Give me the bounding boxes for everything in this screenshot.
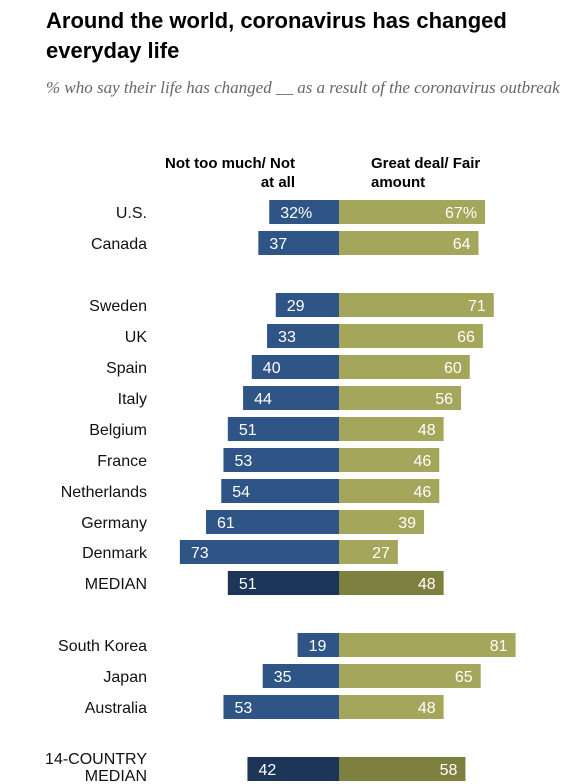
bar-left xyxy=(221,479,339,503)
data-label-right: 46 xyxy=(413,484,431,501)
bar-right xyxy=(339,633,516,657)
data-label-right: 48 xyxy=(418,700,436,717)
bar-left xyxy=(227,417,339,441)
bar-left xyxy=(227,571,339,595)
category-label: Sweden xyxy=(89,298,147,315)
category-label: South Korea xyxy=(58,638,147,655)
category-label: U.S. xyxy=(116,205,147,222)
data-label-left: 40 xyxy=(263,360,281,377)
category-label: UK xyxy=(125,329,148,346)
data-label-left: 54 xyxy=(232,484,250,501)
bar-left xyxy=(243,386,339,410)
bar-right xyxy=(339,231,479,255)
data-label-left: 35 xyxy=(274,669,292,686)
data-label-right: 58 xyxy=(440,762,458,779)
data-label-left: 37 xyxy=(269,236,287,253)
data-label-right: 27 xyxy=(372,545,390,562)
bar-right xyxy=(339,386,462,410)
data-label-left: 51 xyxy=(239,422,257,439)
category-label: MEDIAN xyxy=(85,576,147,593)
category-label: Denmark xyxy=(82,545,148,562)
bar-right xyxy=(339,664,481,688)
data-label-left: 51 xyxy=(239,576,257,593)
bar-right xyxy=(339,200,486,224)
data-label-right: 67% xyxy=(445,205,477,222)
data-label-left: 53 xyxy=(234,700,252,717)
legend-left-label: Not too much/ Not at all xyxy=(165,155,295,191)
bar-right xyxy=(339,293,494,317)
data-label-right: 60 xyxy=(444,360,462,377)
bar-left xyxy=(297,633,339,657)
data-label-right: 48 xyxy=(418,422,436,439)
bar-right xyxy=(339,324,483,348)
category-label: Italy xyxy=(118,391,147,408)
data-label-left: 61 xyxy=(217,515,235,532)
bar-right xyxy=(339,510,425,534)
bar-right xyxy=(339,540,398,564)
legend-right-header: Great deal/ Fair amount xyxy=(371,154,481,192)
category-label: Australia xyxy=(85,700,147,717)
bar-left xyxy=(262,664,339,688)
data-label-right: 56 xyxy=(435,391,453,408)
bar-left xyxy=(206,510,339,534)
category-label: 14-COUNTRY xyxy=(45,751,147,768)
category-label: MEDIAN xyxy=(85,768,147,784)
data-label-right: 81 xyxy=(490,638,508,655)
bar-left xyxy=(275,293,339,317)
bar-right xyxy=(339,695,444,719)
bar-left xyxy=(247,757,339,781)
bar-left xyxy=(258,231,339,255)
category-label: Canada xyxy=(91,236,147,253)
data-label-left: 19 xyxy=(309,638,327,655)
data-label-left: 29 xyxy=(287,298,305,315)
legend-right-label: Great deal/ Fair amount xyxy=(371,155,481,191)
category-label: Netherlands xyxy=(61,484,147,501)
bar-left xyxy=(223,695,339,719)
bar-left xyxy=(179,540,339,564)
data-label-left: 44 xyxy=(254,391,272,408)
chart-subtitle: % who say their life has changed __ as a… xyxy=(46,78,560,97)
data-label-left: 42 xyxy=(258,762,276,779)
bar-left xyxy=(223,448,339,472)
data-label-left: 53 xyxy=(234,453,252,470)
data-label-right: 48 xyxy=(418,576,436,593)
category-label: Japan xyxy=(103,669,147,686)
data-label-right: 71 xyxy=(468,298,486,315)
data-label-right: 39 xyxy=(398,515,416,532)
chart-title: Around the world, coronavirus has change… xyxy=(46,8,507,63)
data-label-left: 73 xyxy=(191,545,209,562)
bar-right xyxy=(339,355,470,379)
data-label-right: 66 xyxy=(457,329,475,346)
bar-right xyxy=(339,479,440,503)
data-label-left: 33 xyxy=(278,329,296,346)
legend-left-header: Not too much/ Not at all xyxy=(165,154,295,192)
bar-right xyxy=(339,448,440,472)
bar-right xyxy=(339,757,466,781)
bar-left xyxy=(267,324,339,348)
bar-left xyxy=(251,355,339,379)
data-label-right: 46 xyxy=(413,453,431,470)
data-label-right: 65 xyxy=(455,669,473,686)
category-label: France xyxy=(97,453,147,470)
bar-right xyxy=(339,417,444,441)
category-label: Spain xyxy=(106,360,147,377)
data-label-left: 32% xyxy=(280,205,312,222)
data-label-right: 64 xyxy=(453,236,471,253)
bar-right xyxy=(339,571,444,595)
bar-left xyxy=(269,200,339,224)
category-label: Belgium xyxy=(89,422,147,439)
category-label: Germany xyxy=(81,515,147,532)
